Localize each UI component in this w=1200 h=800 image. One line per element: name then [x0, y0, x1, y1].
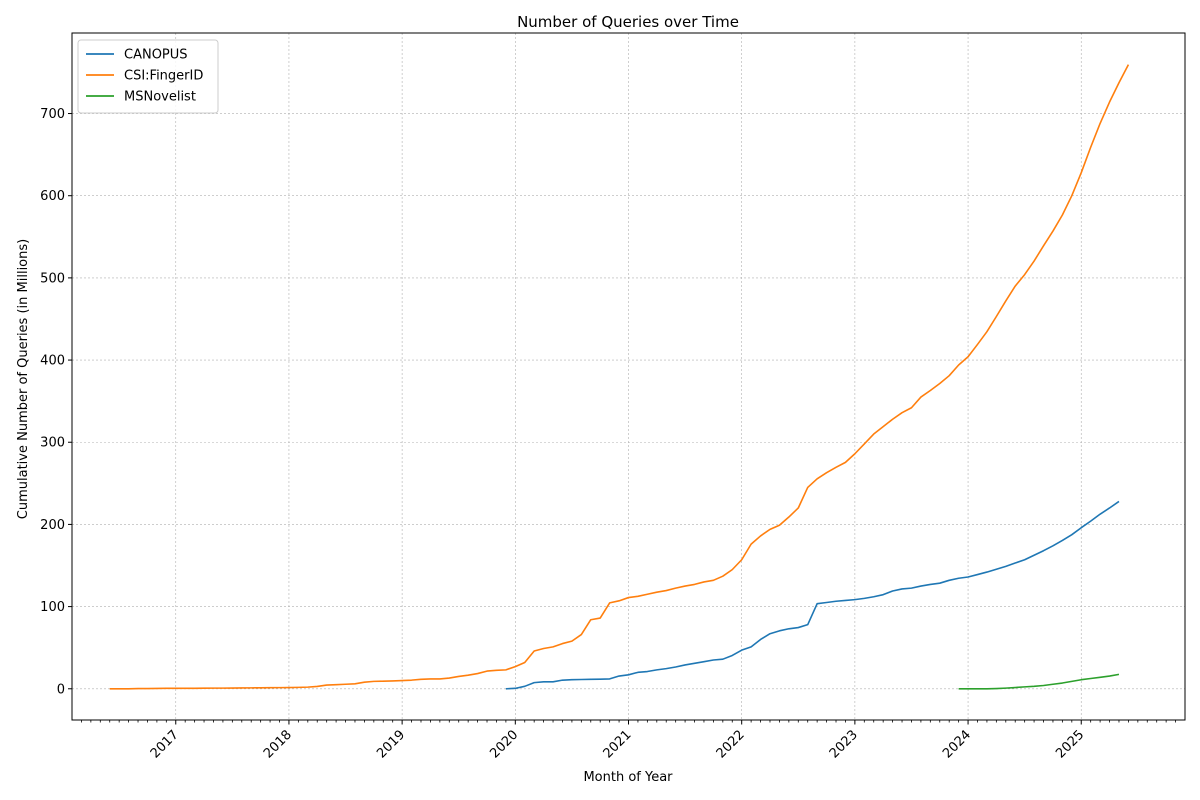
legend-label: MSNovelist — [124, 90, 196, 105]
y-tick-label: 0 — [57, 682, 65, 697]
y-axis-title: Cumulative Number of Queries (in Million… — [16, 239, 31, 519]
y-tick-label: 100 — [40, 600, 65, 615]
y-tick-label: 700 — [40, 107, 65, 122]
legend-label: CANOPUS — [124, 48, 188, 63]
y-tick-label: 500 — [40, 271, 65, 286]
y-tick-label: 600 — [40, 189, 65, 204]
chart-title: Number of Queries over Time — [517, 13, 739, 31]
y-tick-label: 200 — [40, 518, 65, 533]
y-tick-label: 300 — [40, 436, 65, 451]
legend: CANOPUS CSI:FingerID MSNovelist — [78, 40, 218, 113]
y-tick-label: 400 — [40, 354, 65, 369]
legend-label: CSI:FingerID — [124, 69, 203, 84]
x-axis-title: Month of Year — [583, 770, 673, 785]
